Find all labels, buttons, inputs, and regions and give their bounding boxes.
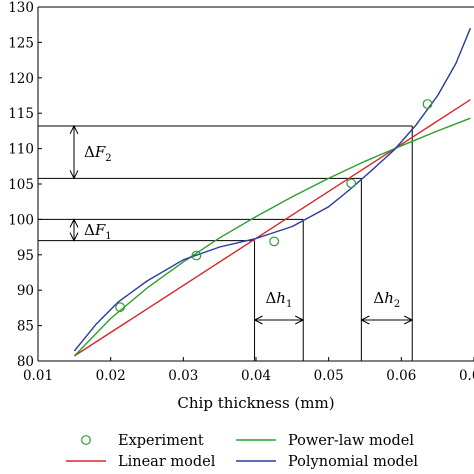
annotations: ΔF1 ΔF2 Δh1 Δh2 xyxy=(69,124,414,325)
legend-polynomial-modellabel: Polynomial model xyxy=(288,454,418,470)
legend: Experiment Linear model Power-law model Pol… xyxy=(66,433,418,470)
y-tick-label: 120 xyxy=(8,71,34,87)
x-tick-label: 0.07 xyxy=(459,368,474,384)
axis-ticks: 80 85 90 95 100 105 110 115 120 125 130 0.01 0.02 0.0… xyxy=(8,0,474,384)
delta-h-label-2: Δh2 xyxy=(373,289,400,310)
arrow-head-down xyxy=(69,232,79,242)
y-tick-label: 125 xyxy=(8,35,34,51)
legend-experimentmarker xyxy=(81,435,91,445)
experiment-markers xyxy=(115,99,433,313)
linear-modelline xyxy=(73,99,471,357)
delta-f-label-1: ΔF1 xyxy=(84,221,112,242)
experiment-point xyxy=(269,236,280,247)
experiment-point xyxy=(346,178,357,189)
y-tick-label: 85 xyxy=(17,319,34,335)
delta-h-label-1: Δh1 xyxy=(265,289,292,310)
legend-power-law-modellabel: Power-law model xyxy=(288,433,414,449)
polynomial-modelline xyxy=(73,27,472,352)
plot-frame xyxy=(37,6,474,362)
y-tick-label: 110 xyxy=(8,142,34,158)
y-tick-label: 95 xyxy=(17,248,34,264)
arrow-head-right xyxy=(404,315,414,325)
x-axis-label: Chip thickness (mm) xyxy=(177,394,334,412)
x-tick-label: 0.01 xyxy=(23,368,53,384)
experiment-point xyxy=(191,250,202,261)
delta-f-label-2: ΔF2 xyxy=(84,143,112,164)
x-tick-label: 0.02 xyxy=(96,368,126,384)
arrow-head-left xyxy=(253,315,263,325)
y-tick-label: 90 xyxy=(17,283,34,299)
guide-lines xyxy=(38,125,413,361)
arrow-head-down xyxy=(69,170,79,180)
x-tick-label: 0.05 xyxy=(314,368,344,384)
y-tick-label: 105 xyxy=(8,177,34,193)
arrow-head-up xyxy=(69,218,79,228)
y-tick-label: 80 xyxy=(17,354,34,370)
arrow-head-left xyxy=(360,315,370,325)
power-law-modelline xyxy=(73,117,471,357)
arrow-head-up xyxy=(69,124,79,135)
y-tick-label: 130 xyxy=(8,0,34,16)
experiment-point xyxy=(115,302,126,313)
experiment-point xyxy=(422,99,433,109)
y-tick-label: 100 xyxy=(8,212,34,228)
legend-linear-modellabel: Linear model xyxy=(118,454,216,470)
y-tick-label: 115 xyxy=(8,106,34,122)
x-tick-label: 0.06 xyxy=(386,368,416,384)
arrow-head-right xyxy=(295,315,305,325)
legend-experimentlabel: Experiment xyxy=(118,433,204,449)
x-tick-label: 0.03 xyxy=(168,368,198,384)
series-lines xyxy=(73,27,472,357)
x-tick-label: 0.04 xyxy=(241,368,271,384)
